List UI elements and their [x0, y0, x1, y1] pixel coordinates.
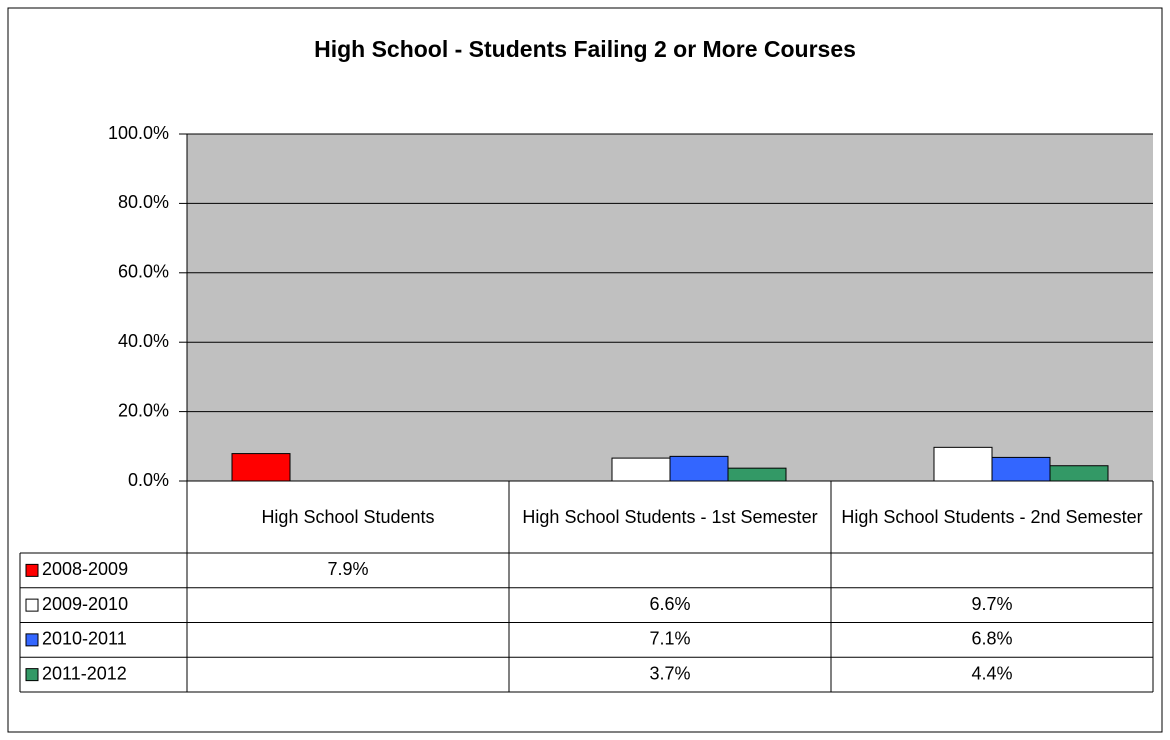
y-tick-label: 0.0%	[128, 470, 169, 490]
legend-label: 2011-2012	[42, 663, 127, 683]
legend-label: 2008-2009	[42, 559, 128, 579]
bar	[231, 453, 291, 482]
legend-key	[25, 633, 39, 647]
data-label: 4.4%	[971, 663, 1012, 683]
bar	[669, 455, 729, 482]
bar	[611, 457, 671, 482]
bar	[1049, 465, 1109, 482]
x-tick-label: High School Students - 2nd Semester	[841, 507, 1143, 527]
plot-area	[187, 134, 1153, 481]
x-category-cell: High School Students	[261, 507, 435, 527]
y-tick-label: 20.0%	[118, 400, 169, 420]
data-label: 7.9%	[327, 559, 368, 579]
bar	[933, 446, 993, 482]
legend-label: 2010-2011	[42, 629, 127, 649]
legend-label: 2009-2010	[42, 594, 128, 614]
legend-key	[25, 563, 39, 577]
data-label: 6.6%	[649, 594, 690, 614]
x-category-cell: High School Students - 1st Semester	[522, 507, 818, 527]
data-label: 3.7%	[649, 663, 690, 683]
y-tick-label: 80.0%	[118, 192, 169, 212]
legend-key	[25, 598, 39, 612]
x-tick-label: High School Students - 1st Semester	[522, 507, 818, 527]
y-tick-label: 60.0%	[118, 262, 169, 282]
chart-title: High School - Students Failing 2 or More…	[314, 36, 856, 62]
bar	[991, 456, 1051, 482]
y-tick-label: 100.0%	[108, 123, 169, 143]
data-label: 6.8%	[971, 629, 1012, 649]
bar	[727, 467, 787, 482]
data-label: 9.7%	[971, 594, 1012, 614]
legend-key	[25, 668, 39, 682]
y-tick-label: 40.0%	[118, 331, 169, 351]
x-category-cell: High School Students - 2nd Semester	[841, 507, 1143, 527]
data-label: 7.1%	[649, 629, 690, 649]
x-tick-label: High School Students	[261, 507, 435, 527]
